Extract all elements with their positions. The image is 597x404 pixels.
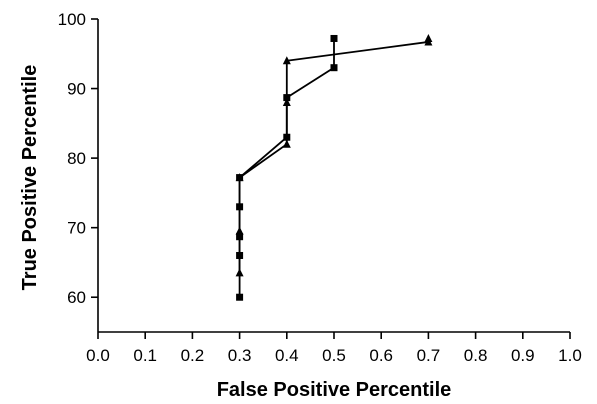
- triangle-marker: [282, 56, 291, 65]
- ticks: 60 70 80 90 100 0.0 0.1 0.2 0.3 0.4 0.5 0.6 0.7 0.8 0.…: [58, 10, 582, 365]
- y-tick-label: 100: [58, 10, 86, 29]
- series-line-triangle: [238, 38, 430, 273]
- x-tick-label: 0.8: [464, 346, 488, 365]
- square-marker: [236, 293, 244, 301]
- series-triangle: [235, 33, 433, 277]
- x-axis-title: False Positive Percentile: [217, 379, 452, 401]
- y-tick-label: 60: [67, 288, 86, 307]
- x-tick-label: 0.4: [275, 346, 299, 365]
- x-tick-label: 0.0: [86, 346, 110, 365]
- triangle-marker: [282, 139, 291, 148]
- x-tick-label: 0.9: [511, 346, 535, 365]
- x-tick-label: 0.3: [228, 346, 252, 365]
- series: [235, 33, 433, 301]
- y-tick-label: 80: [67, 149, 86, 168]
- x-tick-label: 1.0: [558, 346, 582, 365]
- triangle-marker: [235, 226, 244, 235]
- triangle-marker: [282, 97, 291, 106]
- triangle-marker: [235, 173, 244, 182]
- x-tick-label: 0.1: [133, 346, 157, 365]
- x-tick-label: 0.2: [181, 346, 205, 365]
- y-tick-label: 70: [67, 219, 86, 238]
- triangle-marker: [235, 268, 244, 277]
- square-marker: [330, 34, 338, 42]
- triangle-marker: [424, 33, 433, 42]
- y-tick-label: 90: [67, 80, 86, 99]
- x-tick-label: 0.6: [369, 346, 393, 365]
- square-marker: [330, 64, 338, 72]
- y-axis-title: True Positive Percentile: [19, 65, 41, 291]
- x-tick-label: 0.5: [322, 346, 346, 365]
- x-tick-label: 0.7: [417, 346, 441, 365]
